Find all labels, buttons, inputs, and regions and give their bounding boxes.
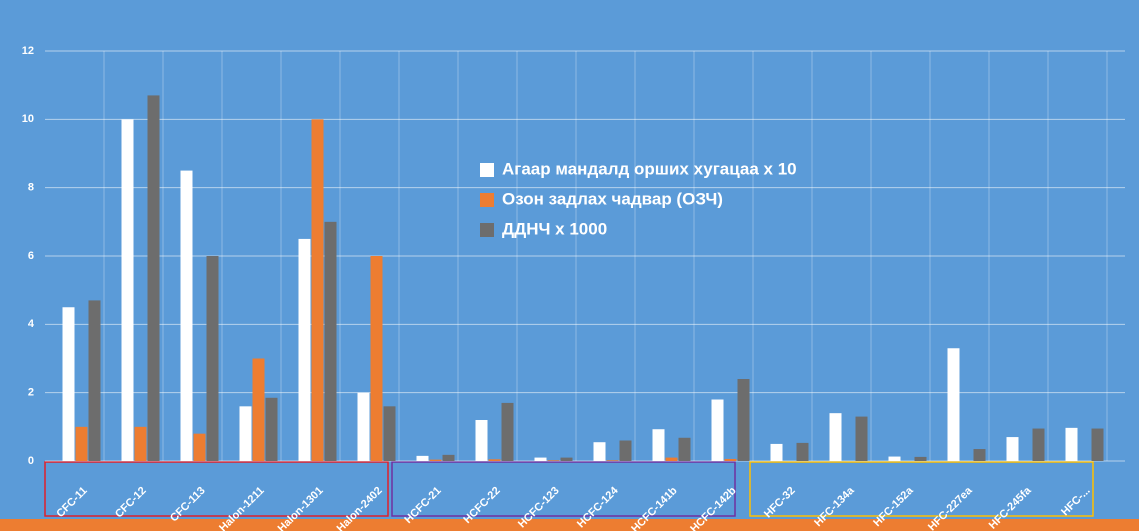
y-tick-label: 0 bbox=[28, 455, 34, 467]
y-tick-label: 2 bbox=[28, 387, 34, 399]
group-box bbox=[391, 461, 736, 517]
bar bbox=[547, 460, 560, 461]
bar bbox=[560, 457, 573, 461]
bar bbox=[770, 443, 783, 461]
group-box bbox=[749, 461, 1094, 517]
bar bbox=[298, 238, 311, 461]
legend-swatch bbox=[480, 193, 494, 207]
bar bbox=[429, 459, 442, 461]
bar bbox=[914, 456, 927, 461]
bar bbox=[357, 392, 370, 461]
bar bbox=[475, 420, 488, 461]
bar bbox=[134, 426, 147, 461]
bar bbox=[488, 459, 501, 461]
y-tick-label: 4 bbox=[28, 318, 35, 330]
y-tick-label: 12 bbox=[22, 45, 34, 57]
bar bbox=[1006, 437, 1019, 461]
bar bbox=[665, 457, 678, 461]
legend-label: Озон задлах чадвар (ОЗЧ) bbox=[502, 189, 723, 208]
bar bbox=[1091, 428, 1104, 461]
bar bbox=[239, 406, 252, 461]
bar bbox=[947, 348, 960, 461]
bar bbox=[252, 358, 265, 461]
bar bbox=[888, 456, 901, 461]
legend-label: Агаар мандалд орших хугацаа х 10 bbox=[502, 159, 797, 178]
bar bbox=[193, 433, 206, 461]
bar bbox=[829, 413, 842, 461]
bar bbox=[1032, 428, 1045, 461]
legend-label: ДДНЧ х 1000 bbox=[502, 219, 607, 238]
bar bbox=[265, 397, 278, 461]
bar bbox=[973, 449, 986, 461]
bar bbox=[88, 300, 101, 461]
bar bbox=[724, 458, 737, 461]
bar bbox=[619, 440, 632, 461]
y-tick-label: 8 bbox=[28, 182, 34, 194]
bar bbox=[678, 437, 691, 461]
legend-swatch bbox=[480, 223, 494, 237]
footer-bar bbox=[0, 519, 1139, 531]
bar bbox=[737, 379, 750, 461]
bar bbox=[1065, 427, 1078, 461]
bar bbox=[796, 442, 809, 461]
bar bbox=[593, 442, 606, 461]
bar bbox=[324, 221, 337, 461]
y-tick-label: 6 bbox=[28, 250, 34, 262]
bar bbox=[534, 457, 547, 461]
bar bbox=[606, 460, 619, 461]
bar bbox=[652, 429, 665, 461]
bar bbox=[180, 170, 193, 462]
legend-swatch bbox=[480, 163, 494, 177]
bar bbox=[311, 119, 324, 461]
bar bbox=[370, 256, 383, 461]
bar bbox=[383, 406, 396, 461]
bar bbox=[442, 454, 455, 461]
bar bbox=[501, 402, 514, 461]
bar bbox=[206, 256, 219, 461]
bar bbox=[711, 399, 724, 461]
bar bbox=[62, 307, 75, 461]
y-tick-label: 10 bbox=[22, 113, 34, 125]
bar bbox=[75, 426, 88, 461]
bar bbox=[416, 455, 429, 461]
bar bbox=[147, 95, 160, 462]
bar bbox=[121, 119, 134, 461]
group-box bbox=[44, 461, 389, 517]
bar bbox=[855, 416, 868, 461]
